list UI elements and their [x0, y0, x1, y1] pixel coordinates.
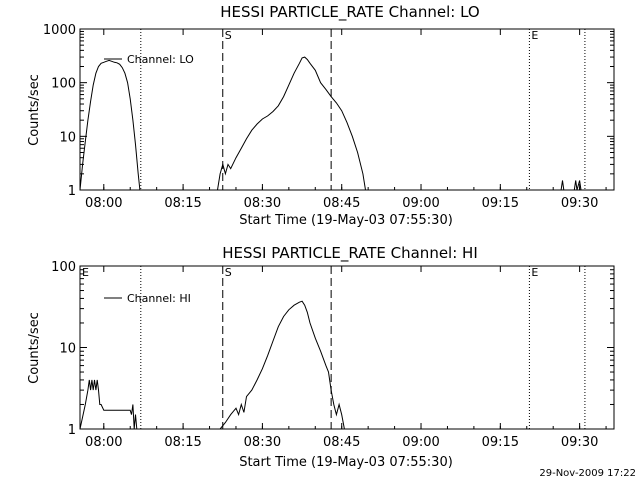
top-legend-label: Channel: LO	[127, 53, 194, 66]
bottom-x-tick-label: 08:30	[244, 435, 281, 450]
top-y-tick-label: 100	[51, 77, 76, 92]
bottom-y-tick-label: 1	[68, 423, 76, 438]
top-x-tick-label: 08:45	[323, 196, 360, 211]
top-series-line	[79, 56, 582, 191]
top-flag-label: S	[225, 29, 232, 42]
bottom-x-tick-label: 08:45	[323, 435, 360, 450]
top-x-tick-label: 08:00	[85, 196, 122, 211]
bottom-x-tick-label: 09:00	[402, 435, 439, 450]
top-x-tick-label: 09:00	[402, 196, 439, 211]
top-x-tick-label: 09:15	[482, 196, 519, 211]
bottom-flag-label: S	[225, 266, 232, 279]
top-y-tick-label: 1	[68, 184, 76, 199]
bottom-legend-label: Channel: HI	[127, 292, 191, 305]
top-plot-frame	[79, 28, 615, 191]
top-x-tick-label: 09:30	[561, 196, 598, 211]
top-flag-label: E	[531, 29, 538, 42]
bottom-panel: HESSI PARTICLE_RATE Channel: HI E S E 08:0…	[27, 244, 615, 470]
bottom-y-axis-label: Counts/sec	[27, 312, 42, 384]
top-panel: HESSI PARTICLE_RATE Channel: LO S E 08:00…	[27, 3, 615, 228]
bottom-y-tick-label: 100	[51, 260, 76, 275]
top-x-tick-label: 08:15	[164, 196, 201, 211]
top-y-tick-label: 10	[59, 130, 76, 145]
bottom-chart-title: HESSI PARTICLE_RATE Channel: HI	[222, 244, 478, 263]
top-y-tick-label: 1000	[43, 23, 76, 38]
bottom-flag-label: E	[531, 266, 538, 279]
top-x-axis-label: Start Time (19-May-03 07:55:30)	[239, 213, 453, 228]
bottom-x-axis-label: Start Time (19-May-03 07:55:30)	[239, 455, 453, 470]
bottom-x-tick-label: 09:30	[561, 435, 598, 450]
top-chart-title: HESSI PARTICLE_RATE Channel: LO	[220, 3, 479, 22]
footer-timestamp: 29-Nov-2009 17:22	[539, 468, 636, 479]
top-y-axis-label: Counts/sec	[27, 74, 42, 146]
bottom-y-tick-label: 10	[59, 342, 76, 357]
bottom-series-line	[79, 300, 345, 430]
top-x-tick-label: 08:30	[244, 196, 281, 211]
bottom-plot-frame	[79, 265, 615, 430]
bottom-flag-label: E	[82, 266, 89, 279]
bottom-x-tick-label: 08:15	[164, 435, 201, 450]
bottom-x-tick-label: 08:00	[85, 435, 122, 450]
bottom-x-tick-label: 09:15	[482, 435, 519, 450]
